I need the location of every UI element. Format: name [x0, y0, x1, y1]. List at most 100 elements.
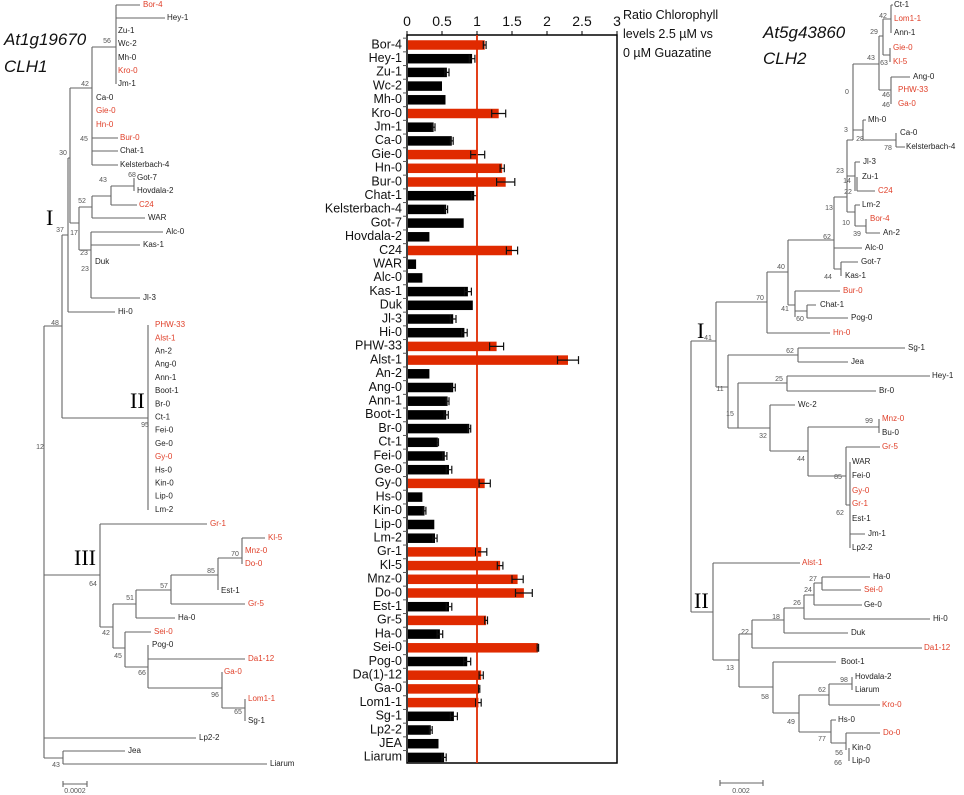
- tree-leaf-label: WAR: [148, 213, 167, 222]
- tree-leaf-label: Kelsterbach-4: [906, 142, 956, 151]
- tree-leaf-label: Jm-1: [868, 529, 886, 538]
- bootstrap-value: 63: [880, 60, 888, 67]
- bar: [408, 314, 454, 324]
- error-bar: [536, 643, 540, 652]
- error-bar: [450, 383, 456, 392]
- bar: [408, 273, 423, 283]
- category-label: Mnz-0: [367, 572, 402, 586]
- tree-leaf-label: Do-0: [883, 728, 901, 737]
- right-phylogenetic-tree: At5g43860 CLH2 I II 0.002 Ct-1 Lom1-1 Ann-…: [690, 0, 956, 795]
- tree-leaf-label: Hn-0: [833, 328, 851, 337]
- category-label: Pog-0: [369, 654, 402, 668]
- tree-leaf-label: Kl-5: [268, 533, 283, 542]
- tree-leaf-label: Ha-0: [873, 572, 891, 581]
- bar: [408, 122, 434, 132]
- bar: [408, 451, 445, 461]
- tree-leaf-label: Zu-1: [118, 26, 135, 35]
- bootstrap-value: 52: [78, 198, 86, 205]
- bootstrap-value: 17: [70, 230, 78, 237]
- bootstrap-value: 66: [138, 670, 146, 677]
- tree-leaf-label: Wc-2: [798, 400, 817, 409]
- tree-leaf-label: Jl-3: [143, 293, 156, 302]
- category-label: Boot-1: [365, 407, 402, 421]
- tree-leaf-label: Got-7: [861, 257, 882, 266]
- tree-leaf-label: Est-1: [221, 586, 240, 595]
- left-scale-label: 0.0002: [64, 788, 86, 795]
- tree-leaf-label: Boot-1: [841, 657, 865, 666]
- tree-leaf-label: Bor-4: [143, 0, 163, 9]
- tree-leaf-label: Got-7: [137, 173, 158, 182]
- error-bar: [556, 356, 580, 365]
- category-label: Gr-1: [377, 544, 402, 558]
- right-clade-label-II: II: [694, 588, 709, 613]
- bootstrap-value: 70: [231, 551, 239, 558]
- error-bar: [467, 424, 472, 433]
- tree-leaf-label: Bur-0: [843, 286, 863, 295]
- bar: [408, 738, 439, 749]
- bar: [408, 629, 440, 639]
- category-label: JEA: [379, 736, 403, 750]
- tree-leaf-label: Hi-0: [933, 614, 948, 623]
- bootstrap-value: 48: [51, 320, 59, 327]
- tree-leaf-label: Gie-0: [96, 106, 116, 115]
- bootstrap-value: 23: [81, 266, 89, 273]
- tree-leaf-label: Ann-1: [894, 28, 916, 37]
- bootstrap-value: 23: [836, 168, 844, 175]
- bar: [408, 547, 482, 557]
- bootstrap-value: 58: [761, 694, 769, 701]
- tree-leaf-label: Alst-1: [802, 558, 823, 567]
- bootstrap-value: 62: [836, 510, 844, 517]
- bar: [408, 437, 438, 448]
- bar: [408, 423, 470, 434]
- bar: [408, 533, 435, 543]
- category-label: C24: [379, 243, 402, 257]
- tree-branches: [690, 4, 930, 786]
- category-label: Lm-2: [374, 530, 403, 544]
- bootstrap-value: 29: [870, 29, 878, 36]
- tree-leaf-label: Kro-0: [882, 700, 902, 709]
- tree-leaf-label: Liarum: [270, 759, 295, 768]
- bar: [408, 643, 538, 653]
- tree-leaf-label: Lm-2: [155, 505, 174, 514]
- tree-leaf-label: PHW-33: [898, 85, 929, 94]
- category-label: Ge-0: [374, 462, 402, 476]
- error-bar: [449, 315, 457, 323]
- bar: [408, 369, 430, 379]
- tree-leaf-label: Hn-0: [96, 120, 114, 129]
- tree-leaf-label: Bur-0: [120, 133, 140, 142]
- error-bar: [489, 342, 505, 351]
- bar: [408, 697, 479, 708]
- bootstrap-value: 66: [834, 760, 842, 767]
- bar: [408, 519, 435, 530]
- left-phylogenetic-tree: At1g19670 CLH1 I II III 0.0002 Bor-4 Hey-…: [3, 0, 295, 795]
- category-label: Lom1-1: [360, 695, 402, 709]
- tree-leaf-label: Chat-1: [820, 300, 845, 309]
- bootstrap-value: 65: [234, 709, 242, 716]
- x-tick-label: 3: [613, 13, 621, 29]
- error-bar: [463, 657, 472, 666]
- tree-leaf-label: Br-0: [155, 399, 171, 408]
- bootstrap-value: 44: [797, 456, 805, 463]
- bar: [408, 574, 518, 585]
- category-label: Hs-0: [376, 489, 402, 503]
- tree-leaf-label: Zu-1: [862, 172, 879, 181]
- bootstrap-value: 46: [882, 102, 890, 109]
- error-bar: [445, 397, 450, 406]
- left-tree-gene-title: At1g19670: [3, 30, 87, 49]
- bootstrap-value: 42: [81, 81, 89, 88]
- tree-leaf-label: Gy-0: [852, 486, 870, 495]
- tree-leaf-label: Sg-1: [248, 716, 265, 725]
- bar: [408, 232, 430, 242]
- tree-leaf-label: Ann-1: [155, 373, 177, 382]
- tree-leaf-label: An-2: [883, 228, 900, 237]
- error-bar: [444, 205, 449, 214]
- bootstrap-value: 28: [856, 136, 864, 143]
- tree-leaf-label: Gy-0: [155, 452, 173, 461]
- tree-leaf-label: Kas-1: [845, 271, 866, 280]
- bootstrap-value: 40: [777, 264, 785, 271]
- bar: [408, 108, 499, 119]
- bar: [408, 245, 512, 256]
- bootstrap-value: 15: [726, 411, 734, 418]
- bar-chart: 0 0.5 1 1.5 2 2.5 3 Bor-4Hey-1Zu-1Wc-2Mh-0Kro-0…: [325, 8, 718, 764]
- bar: [408, 396, 448, 406]
